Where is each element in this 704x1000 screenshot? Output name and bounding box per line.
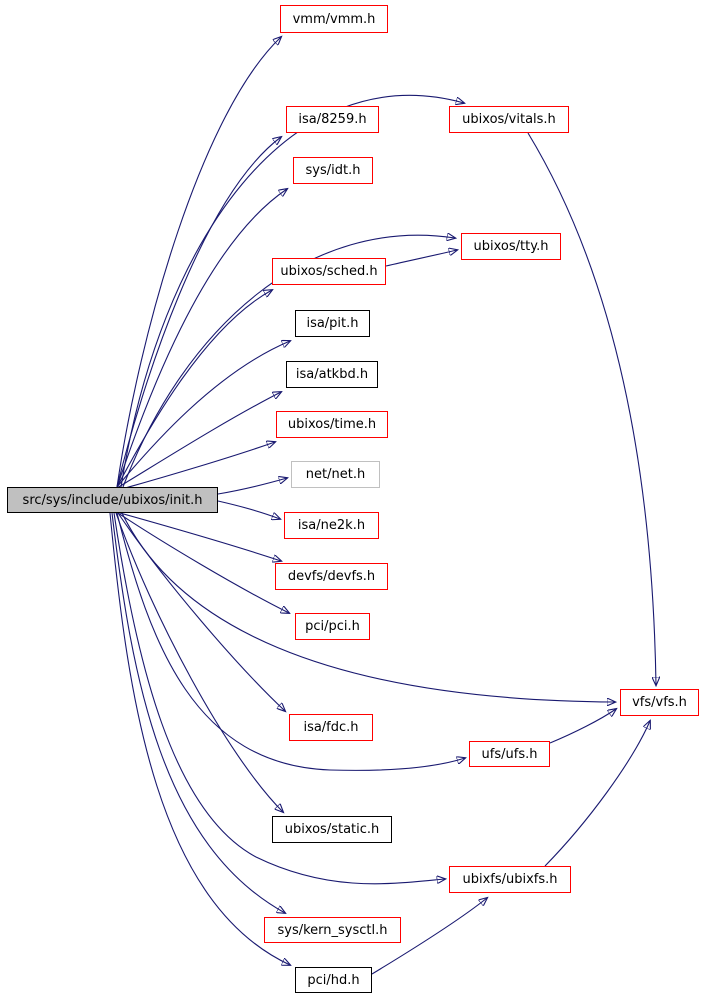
edge-init-to-ufs-ufs-h — [116, 512, 465, 771]
node-ubixos-time-h[interactable]: ubixos/time.h — [276, 411, 388, 438]
edge-ufs-to-vfs — [549, 709, 616, 744]
edge-hd-to-ubixfs — [371, 898, 487, 975]
edge-init-to-sys-idt-h — [116, 189, 287, 488]
edge-sched-to-tty — [385, 250, 457, 267]
node-label: ubixfs/ubixfs.h — [462, 872, 558, 887]
edge-init-to-vmm-vmm-h — [116, 37, 281, 488]
node-label: ubixos/tty.h — [473, 239, 549, 254]
node-label: ubixos/time.h — [287, 417, 377, 432]
node-label: ubixos/vitals.h — [462, 112, 556, 127]
node-label: isa/pit.h — [306, 316, 359, 331]
edge-init-to-ubixos-static-h — [115, 512, 283, 812]
node-net-net-h: net/net.h — [291, 461, 380, 488]
edge-init-to-ubixos-vitals-h — [120, 94, 464, 488]
node-label: ubixos/static.h — [284, 822, 380, 837]
node-sys-idt-h[interactable]: sys/idt.h — [293, 157, 373, 184]
node-label: sys/idt.h — [305, 163, 361, 178]
edge-init-to-ubixos-tty-h — [122, 235, 455, 488]
node-isa-ne2k-h[interactable]: isa/ne2k.h — [284, 512, 379, 539]
node-ufs-ufs-h[interactable]: ufs/ufs.h — [469, 741, 550, 767]
node-vmm-vmm-h[interactable]: vmm/vmm.h — [280, 5, 388, 33]
edge-init-to-ubixos-time-h — [117, 442, 275, 491]
edge-ubixfs-to-vfs — [544, 721, 650, 867]
edge-vitals-to-vfs — [527, 132, 656, 685]
node-ubixfs-ubixfs-h[interactable]: ubixfs/ubixfs.h — [449, 866, 571, 893]
edge-init-to-isa-ne2k-h — [217, 500, 280, 519]
node-label: src/sys/include/ubixos/init.h — [22, 492, 203, 508]
node-ubixos-sched-h[interactable]: ubixos/sched.h — [272, 258, 386, 285]
node-isa-fdc-h[interactable]: isa/fdc.h — [289, 714, 373, 741]
node-ubixos-vitals-h[interactable]: ubixos/vitals.h — [449, 106, 569, 133]
node-label: isa/8259.h — [298, 112, 367, 127]
edge-init-to-devfs-devfs-h — [119, 512, 281, 561]
edge-init-to-isa-atkbd-h — [116, 392, 281, 489]
edge-init-to-sys-kern-sysctl-h — [111, 512, 285, 913]
node-devfs-devfs-h[interactable]: devfs/devfs.h — [275, 563, 388, 590]
node-label: devfs/devfs.h — [287, 569, 376, 584]
node-label: ufs/ufs.h — [481, 746, 538, 762]
node-label: pci/pci.h — [305, 619, 360, 634]
node-label: net/net.h — [305, 467, 366, 482]
edge-init-to-pci-pci-h — [117, 512, 289, 613]
node-ubixos-static-h: ubixos/static.h — [272, 816, 392, 843]
edge-init-to-pci-hd-h — [109, 512, 290, 965]
node-ubixos-tty-h[interactable]: ubixos/tty.h — [461, 233, 561, 260]
node-label: pci/hd.h — [307, 972, 360, 988]
node-vfs-vfs-h[interactable]: vfs/vfs.h — [620, 689, 699, 716]
node-sys-kern-sysctl-h[interactable]: sys/kern_sysctl.h — [264, 917, 401, 943]
edge-init-to-ubixfs-ubixfs-h — [113, 512, 445, 885]
node-label: isa/ne2k.h — [297, 518, 366, 533]
node-init-h-main: src/sys/include/ubixos/init.h — [7, 487, 218, 513]
node-label: isa/atkbd.h — [295, 367, 369, 382]
node-pci-pci-h[interactable]: pci/pci.h — [295, 613, 370, 640]
node-label: sys/kern_sysctl.h — [277, 922, 388, 938]
node-label: vmm/vmm.h — [292, 11, 376, 27]
edge-init-to-net-net-h — [217, 478, 287, 495]
edge-init-to-vfs-vfs-h — [121, 512, 615, 702]
node-pci-hd-h: pci/hd.h — [295, 967, 372, 993]
edge-init-to-isa-fdc-h — [117, 512, 285, 711]
edge-init-to-isa-pit-h — [116, 341, 290, 488]
node-isa-8259-h[interactable]: isa/8259.h — [286, 106, 379, 133]
edge-init-to-isa-8259-h — [116, 137, 281, 488]
node-isa-atkbd-h: isa/atkbd.h — [286, 361, 378, 388]
node-label: ubixos/sched.h — [280, 264, 378, 279]
edge-init-to-ubixos-sched-h — [116, 290, 272, 488]
node-label: isa/fdc.h — [303, 720, 359, 735]
node-isa-pit-h: isa/pit.h — [295, 310, 370, 337]
node-label: vfs/vfs.h — [632, 695, 687, 710]
